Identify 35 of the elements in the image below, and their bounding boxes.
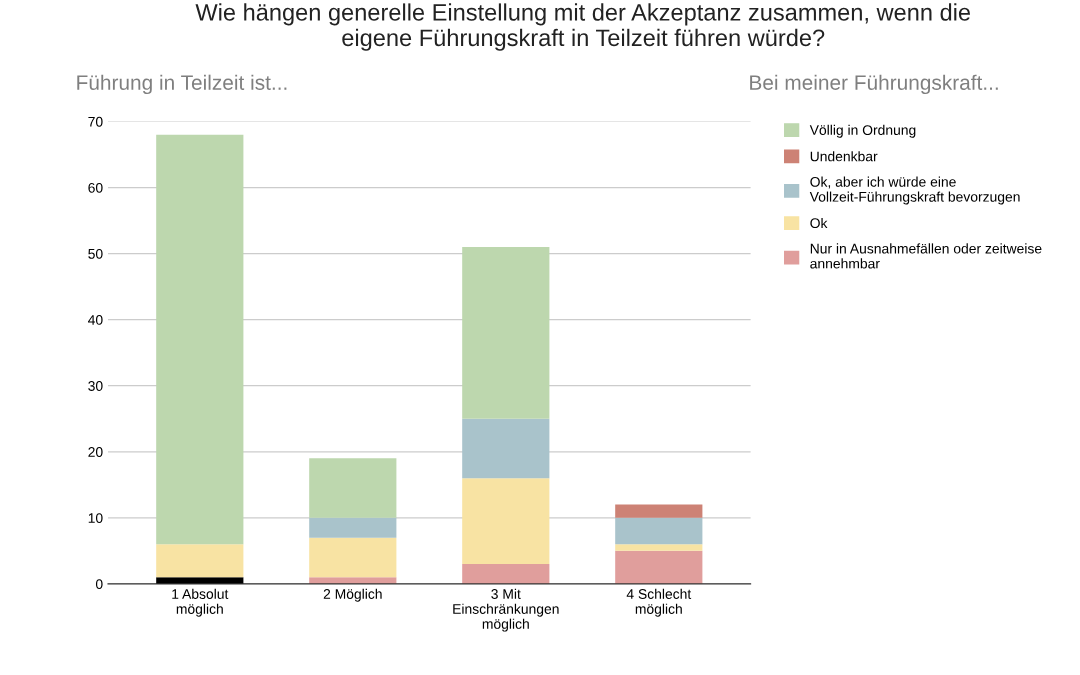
y-tick-label: 60	[88, 182, 103, 193]
y-tick-label: 50	[88, 248, 103, 259]
chart-subtitle: Führung in Teilzeit ist...	[77, 74, 287, 95]
bar	[156, 577, 244, 584]
y-tick-label: 0	[95, 579, 103, 590]
legend-label: Ok	[810, 217, 828, 229]
bar	[462, 564, 550, 584]
y-tick-label: 70	[88, 116, 103, 127]
legend-label: Völlig in Ordnung	[809, 124, 916, 138]
bar	[156, 544, 244, 578]
bar	[615, 517, 703, 545]
bar	[615, 544, 703, 551]
chart-title: Wie hängen generelle Einstellung mit der Akzeptanz zusammen, wenn die eigene Führungskraft in Teilzeit führen würde?	[195, 3, 971, 51]
legend-label: Undenkbar	[810, 151, 878, 162]
bar	[309, 577, 397, 584]
legend-title: Bei meiner Führungskraft...	[750, 74, 998, 95]
legend-label: Nur in Ausnahmefällen oder zeitweise annehmbar	[810, 243, 1042, 269]
bar	[156, 134, 244, 545]
y-tick-label: 10	[88, 513, 103, 523]
bar	[462, 418, 550, 479]
bar	[615, 504, 703, 518]
y-tick-label: 40	[88, 314, 103, 325]
y-tick-label: 30	[88, 381, 103, 391]
x-tick-label: 4 Schlecht möglich	[626, 588, 692, 617]
bar	[309, 517, 397, 538]
bar	[309, 458, 397, 518]
bar	[462, 247, 550, 419]
x-tick-label: 3 Mit Einschränkungen möglich	[453, 588, 559, 632]
bar	[309, 537, 397, 578]
x-tick-label: 1 Absolut möglich	[172, 588, 229, 617]
bar	[615, 550, 703, 584]
x-tick-label: 2 Möglich	[323, 588, 382, 602]
legend-label: Ok, aber ich würde eine Vollzeit-Führungskraft bevorzugen	[809, 176, 1020, 205]
y-tick-label: 20	[88, 447, 103, 457]
bar	[462, 478, 550, 565]
